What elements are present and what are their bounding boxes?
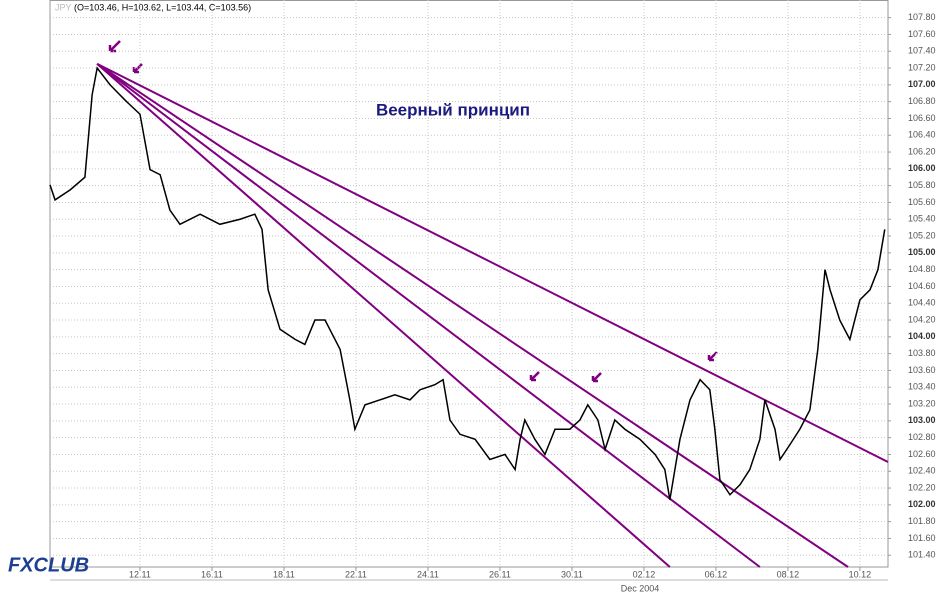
y-tick-label: 101.60: [908, 533, 936, 543]
y-tick-label: 106.40: [908, 130, 936, 140]
y-tick-label: 105.80: [908, 180, 936, 190]
x-tick-label: 10.12: [849, 569, 872, 579]
y-tick-label: 101.80: [908, 516, 936, 526]
y-tick-label: 103.40: [908, 382, 936, 392]
y-tick-label: 104.20: [908, 314, 936, 324]
y-tick-label: 101.40: [908, 550, 936, 560]
x-tick-label: 24.11: [417, 569, 439, 579]
y-tick-label: 107.60: [908, 29, 936, 39]
arrow: [591, 372, 602, 383]
y-tick-label: 104.00: [908, 331, 936, 341]
symbol-label: JPY: [55, 2, 72, 12]
y-tick-label: 102.00: [908, 499, 936, 509]
x-tick-label: 30.11: [561, 569, 583, 579]
arrow: [707, 351, 718, 362]
y-tick-label: 107.40: [908, 46, 936, 56]
y-tick-label: 104.60: [908, 281, 936, 291]
chart-title: Веерный принцип: [376, 100, 530, 119]
y-tick-label: 105.20: [908, 230, 936, 240]
x-tick-label: 26.11: [489, 569, 511, 579]
period-label: Dec 2004: [621, 583, 660, 593]
y-tick-label: 102.20: [908, 482, 936, 492]
price-line: [49, 66, 886, 500]
ohlc-header: (O=103.46, H=103.62, L=103.44, C=103.56): [74, 2, 251, 12]
fan-line: [96, 63, 671, 568]
x-tick-label: 02.12: [633, 569, 656, 579]
y-tick-label: 105.40: [908, 214, 936, 224]
y-tick-label: 106.60: [908, 113, 936, 123]
fan-line: [96, 62, 889, 463]
x-tick-label: 16.11: [201, 569, 223, 579]
fan-line: [96, 63, 761, 568]
y-tick-label: 107.80: [908, 12, 936, 22]
y-tick-label: 106.80: [908, 96, 936, 106]
y-tick-label: 107.00: [908, 79, 936, 89]
y-tick-label: 106.00: [908, 163, 936, 173]
x-tick-label: 18.11: [273, 569, 295, 579]
y-tick-label: 103.20: [908, 398, 936, 408]
y-tick-label: 106.20: [908, 146, 936, 156]
x-tick-label: 08.12: [777, 569, 800, 579]
logo: FXCLUB: [8, 554, 89, 576]
y-tick-label: 103.80: [908, 348, 936, 358]
y-tick-label: 102.40: [908, 466, 936, 476]
y-tick-label: 105.00: [908, 247, 936, 257]
y-tick-label: 103.60: [908, 365, 936, 375]
y-tick-label: 104.80: [908, 264, 936, 274]
y-tick-label: 107.20: [908, 62, 936, 72]
x-tick-label: 22.11: [345, 569, 367, 579]
y-tick-label: 102.60: [908, 449, 936, 459]
arrow: [529, 371, 540, 382]
y-tick-label: 105.60: [908, 197, 936, 207]
x-tick-label: 12.11: [129, 569, 151, 579]
x-tick-label: 06.12: [705, 569, 728, 579]
y-tick-label: 104.40: [908, 298, 936, 308]
y-tick-label: 102.80: [908, 432, 936, 442]
plot-frame: [49, 0, 889, 568]
y-tick-label: 103.00: [908, 415, 936, 425]
